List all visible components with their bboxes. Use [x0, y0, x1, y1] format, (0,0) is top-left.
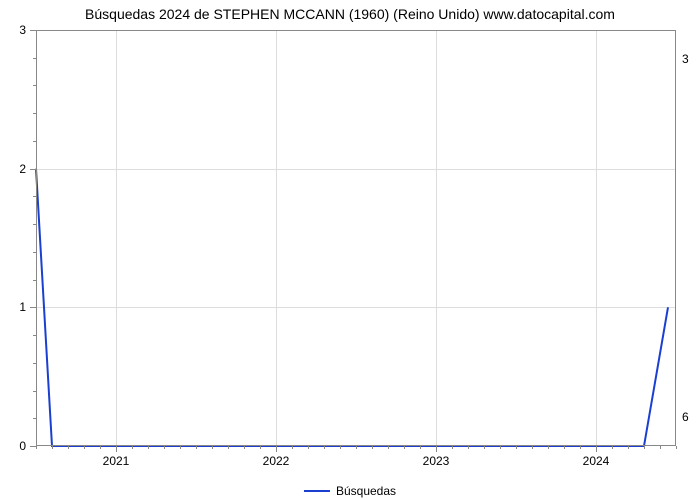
plot-area: [36, 30, 676, 446]
chart-container: { "chart": { "type": "line", "title": "B…: [0, 0, 700, 500]
line-series: [36, 30, 676, 446]
chart-title: Búsquedas 2024 de STEPHEN MCCANN (1960) …: [0, 6, 700, 22]
y-tick-label: 0: [0, 439, 26, 453]
legend-label: Búsquedas: [336, 484, 396, 498]
x-tick-label: 2023: [423, 454, 450, 468]
legend-line-swatch: [304, 490, 330, 492]
y2-tick-label: 6: [682, 410, 689, 424]
x-tick-label: 2024: [583, 454, 610, 468]
y-tick-label: 1: [0, 300, 26, 314]
y-tick-label: 2: [0, 162, 26, 176]
y-tick-label: 3: [0, 23, 26, 37]
y2-tick-label: 3: [682, 52, 689, 66]
legend: Búsquedas: [304, 484, 396, 498]
x-tick-label: 2022: [263, 454, 290, 468]
x-tick-label: 2021: [103, 454, 130, 468]
